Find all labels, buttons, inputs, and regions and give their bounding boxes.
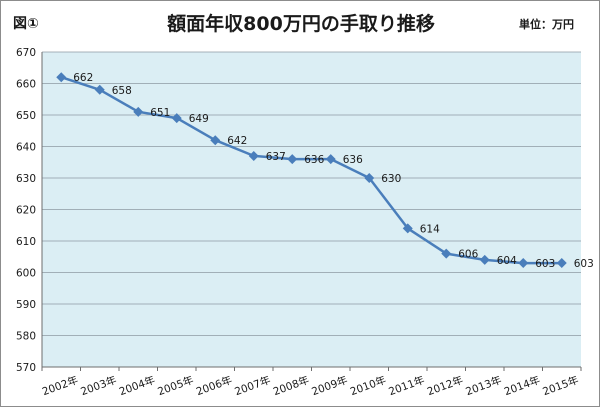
x-tick-label: 2002年 — [40, 373, 79, 398]
data-point — [171, 113, 182, 124]
series — [56, 72, 567, 269]
data-point — [287, 154, 298, 165]
y-tick-label: 610 — [16, 236, 36, 248]
series-line — [60, 76, 562, 265]
chart-title: 額面年収800万円の手取り推移 — [167, 12, 435, 35]
x-tick-label: 2007年 — [233, 373, 272, 398]
data-point — [364, 173, 375, 183]
data-point — [94, 84, 105, 95]
x-tick-label: 2013年 — [464, 373, 503, 398]
data-label: 614 — [420, 223, 440, 235]
x-tick-label: 2012年 — [425, 373, 464, 398]
y-tick-label: 660 — [16, 79, 36, 91]
gridlines — [42, 51, 581, 336]
y-tick-label: 650 — [16, 110, 36, 122]
data-label: 651 — [150, 107, 170, 119]
data-point — [441, 248, 452, 259]
data-label: 662 — [73, 72, 93, 84]
unit-label: 単位：万円 — [519, 17, 574, 31]
x-tick-label: 2009年 — [310, 373, 349, 398]
data-label: 604 — [497, 255, 517, 267]
axes — [41, 52, 582, 371]
y-tick-label: 570 — [16, 362, 36, 374]
data-point — [248, 150, 259, 161]
x-tick-label: 2010年 — [348, 373, 387, 398]
data-point — [518, 258, 529, 269]
data-label: 603 — [574, 258, 594, 270]
y-tick-label: 670 — [16, 47, 36, 59]
x-tick-label: 2008年 — [271, 373, 310, 398]
data-point — [479, 254, 490, 265]
data-label: 649 — [189, 113, 209, 125]
data-label: 637 — [266, 151, 286, 163]
y-tick-label: 640 — [16, 142, 36, 154]
x-tick-label: 2004年 — [117, 373, 156, 398]
y-tick-label: 620 — [16, 205, 36, 217]
data-label: 636 — [304, 154, 324, 166]
data-label: 606 — [458, 249, 478, 261]
data-point — [133, 106, 144, 117]
data-point — [210, 135, 221, 146]
figure-label: 図① — [13, 16, 39, 32]
y-tick-label: 590 — [16, 299, 36, 311]
data-label: 603 — [535, 258, 555, 270]
y-tick-label: 580 — [16, 331, 36, 343]
data-label: 630 — [381, 173, 401, 185]
data-label: 636 — [343, 154, 363, 166]
x-axis-ticks: 2002年 2003年 2004年 2005年 2006年 2007年 2008年 2009年… — [40, 373, 580, 398]
data-point — [556, 258, 567, 269]
x-tick-label: 2003年 — [79, 373, 118, 398]
data-label: 658 — [112, 85, 132, 97]
x-tick-label: 2014年 — [502, 373, 541, 398]
data-point — [402, 223, 413, 234]
x-tick-label: 2006年 — [194, 373, 233, 398]
y-axis-ticks: 570 580 590 600 610 620 630 640 650 660 670 — [16, 47, 36, 374]
data-point — [325, 154, 336, 165]
y-tick-label: 600 — [16, 268, 36, 280]
data-labels: 662 658 651 649 642 637 636 636 630 614 606 604 603 6… — [73, 72, 594, 270]
data-label: 642 — [227, 135, 247, 147]
y-tick-label: 630 — [16, 173, 36, 185]
data-point — [56, 72, 67, 83]
x-tick-label: 2011年 — [387, 373, 426, 398]
x-tick-label: 2015年 — [541, 373, 580, 398]
x-tick-label: 2005年 — [156, 373, 195, 398]
